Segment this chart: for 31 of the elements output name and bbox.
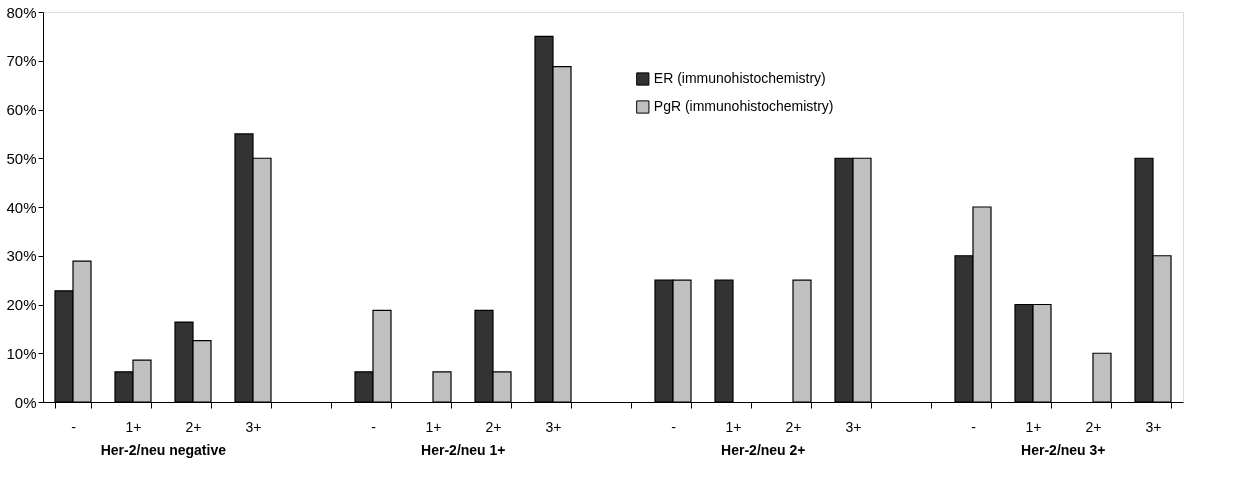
y-tick-label: 0% xyxy=(14,393,37,411)
x-tick-label: - xyxy=(371,418,377,435)
x-tick-label: 3+ xyxy=(245,418,262,435)
x-tick-label: - xyxy=(671,418,677,435)
x-tick-label: 1+ xyxy=(1025,418,1042,435)
legend-label: PgR (immunohistochemistry) xyxy=(653,98,834,114)
x-tick-label: 3+ xyxy=(845,418,862,435)
x-tick-label: 2+ xyxy=(785,418,802,435)
x-tick-label: 3+ xyxy=(545,418,562,435)
text: Her-2/neu 2+ xyxy=(721,442,806,458)
text: Her-2/neu negative xyxy=(100,442,227,458)
text: Her-2/neu 1+ xyxy=(421,442,506,458)
y-tick-label: 30% xyxy=(6,247,37,265)
x-tick-label: 2+ xyxy=(1085,418,1102,435)
x-tick-label: 1+ xyxy=(125,418,142,435)
legend-label: ER (immunohistochemistry) xyxy=(653,70,826,86)
x-tick-label: 1+ xyxy=(425,418,442,435)
x-tick-label: - xyxy=(71,418,77,435)
text: Her-2/neu 3+ xyxy=(1021,442,1106,458)
y-tick-label: 60% xyxy=(6,101,37,118)
x-tick-label: 2+ xyxy=(185,418,202,435)
x-tick-label: 2+ xyxy=(485,418,502,435)
y-tick-label: 20% xyxy=(6,296,37,313)
x-tick-label: 1+ xyxy=(725,418,742,435)
y-tick-label: 10% xyxy=(6,344,37,362)
y-tick-label: 80% xyxy=(6,3,37,21)
x-tick-label: - xyxy=(971,418,977,435)
x-tick-label: 3+ xyxy=(1145,418,1162,435)
y-tick-label: 70% xyxy=(6,52,37,70)
y-tick-label: 40% xyxy=(6,198,37,216)
y-tick-label: 50% xyxy=(6,149,37,167)
